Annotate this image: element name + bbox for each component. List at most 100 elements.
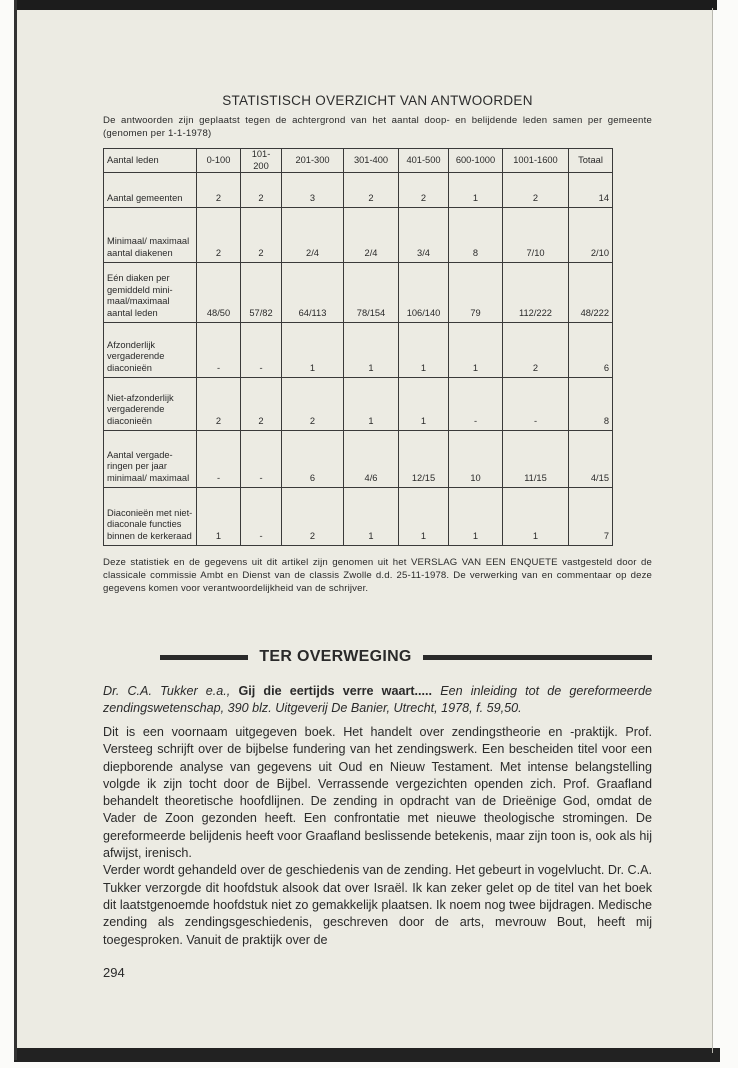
table-cell: 4/6 [343,430,399,488]
table-cell: 2 [502,322,569,378]
paragraph: Dit is een voornaam uitgegeven boek. Het… [103,725,652,861]
column-header: 201-300 [281,148,344,173]
table-cell: 1 [448,487,503,546]
column-header: 301-400 [343,148,399,173]
table-cell: - [240,430,282,488]
table-cell: - [196,430,241,488]
column-header: 0-100 [196,148,241,173]
table-cell: - [448,377,503,431]
heading-rule-right [423,655,652,660]
table-row: Diaconieën met niet-diaconale functies b… [103,487,613,546]
page-edge-right [712,8,713,1053]
table-cell: 2 [240,377,282,431]
scan-border-top [14,0,717,10]
table-cell: 10 [448,430,503,488]
table-footnote: Deze statistiek en de gegevens uit dit a… [103,557,652,594]
row-label: Afzonderlijk vergaderende diaconieën [103,322,197,378]
table-cell: - [502,377,569,431]
table-row: Afzonderlijk vergaderende diaconieën - -1 1… [103,322,613,378]
table-cell: 12/15 [398,430,449,488]
section-heading: TER OVERWEGING [259,648,412,665]
row-label: Niet-afzonderlijk vergaderende diaconieë… [103,377,197,431]
table-row: Aantal vergade-ringen per jaar minimaal/… [103,430,613,488]
row-label: Eén diaken per gemiddeld mini-maal/maxim… [103,262,197,323]
book-citation: Dr. C.A. Tukker e.a., Gij die eertijds v… [103,683,652,716]
table-cell: 7 [568,487,613,546]
review-body: Dit is een voornaam uitgegeven boek. Het… [103,724,652,949]
table-cell: 1 [398,487,449,546]
table-cell: 2 [281,377,344,431]
row-label: Aantal vergade-ringen per jaar minimaal/… [103,430,197,488]
table-cell: 64/113 [281,262,344,323]
table-cell: 3 [281,172,344,208]
table-cell: 2 [502,172,569,208]
table-cell: 2/4 [281,207,344,263]
table-cell: 106/140 [398,262,449,323]
table-cell: 1 [398,322,449,378]
table-cell: 6 [568,322,613,378]
scan-border-bottom [14,1048,720,1062]
scan-border-left [14,0,17,1060]
table-cell: 2/10 [568,207,613,263]
table-cell: 48/50 [196,262,241,323]
page-number: 294 [103,964,125,980]
table-cell: 2 [196,172,241,208]
table-title: STATISTISCH OVERZICHT VAN ANTWOORDEN [222,93,533,108]
table-cell: 57/82 [240,262,282,323]
table-cell: 8 [448,207,503,263]
citation-details: Een inleiding tot de gereformeerde zendi… [103,684,653,715]
column-header: 1001-1600 [502,148,569,173]
table-cell: - [240,322,282,378]
table-cell: 1 [281,322,344,378]
table-cell: 1 [343,487,399,546]
table-cell: 6 [281,430,344,488]
table-cell: 14 [568,172,613,208]
statistics-table: Aantal leden 0-100 101-200 201-300 301-400 40… [103,148,613,546]
column-header: 101-200 [240,148,282,173]
row-label: Aantal gemeenten [103,172,197,208]
table-cell: 11/15 [502,430,569,488]
table-row: Aantal gemeenten 2 2 3 2 2 1 2 14 [103,172,613,208]
table-cell: 48/222 [568,262,613,323]
table-cell: 8 [568,377,613,431]
table-cell: 2 [398,172,449,208]
table-cell: 1 [448,172,503,208]
table-subtitle: De antwoorden zijn geplaatst tegen de ac… [103,115,652,139]
table-cell: - [240,487,282,546]
table-row: Niet-afzonderlijk vergaderende diaconieë… [103,377,613,431]
table-header-row: Aantal leden 0-100 101-200 201-300 301-400 40… [103,148,613,173]
table-cell: 1 [502,487,569,546]
table-cell: - [196,322,241,378]
column-header: Totaal [568,148,613,173]
table-cell: 4/15 [568,430,613,488]
table-cell: 2 [196,377,241,431]
table-cell: 2 [240,172,282,208]
table-cell: 2 [240,207,282,263]
row-label: Minimaal/ maximaal aantal diakenen [103,207,197,263]
column-header: 600-1000 [448,148,503,173]
heading-rule-left [160,655,248,660]
table-cell: 1 [343,322,399,378]
table-section: Aantal leden 0-100 101-200 201-300 301-400 40… [103,148,652,595]
review-section: Dr. C.A. Tukker e.a., Gij die eertijds v… [103,683,652,980]
row-label: Diaconieën met niet-diaconale functies b… [103,487,197,546]
table-cell: 1 [448,322,503,378]
table-cell: 78/154 [343,262,399,323]
table-cell: 1 [196,487,241,546]
table-cell: 7/10 [502,207,569,263]
table-cell: 3/4 [398,207,449,263]
table-cell: 2/4 [343,207,399,263]
column-header: 401-500 [398,148,449,173]
table-cell: 1 [343,377,399,431]
table-row: Eén diaken per gemiddeld mini-maal/maxim… [103,262,613,323]
citation-title: Gij die eertijds verre waart..... [238,684,433,698]
table-cell: 79 [448,262,503,323]
citation-author: Dr. C.A. Tukker e.a., [103,684,231,698]
table-cell: 112/222 [502,262,569,323]
table-cell: 2 [196,207,241,263]
table-cell: 2 [281,487,344,546]
paragraph: Verder wordt gehandeld over de geschiede… [103,863,652,947]
column-header: Aantal leden [103,148,197,173]
table-cell: 1 [398,377,449,431]
table-row: Minimaal/ maximaal aantal diakenen 2 2 2/4 2… [103,207,613,263]
